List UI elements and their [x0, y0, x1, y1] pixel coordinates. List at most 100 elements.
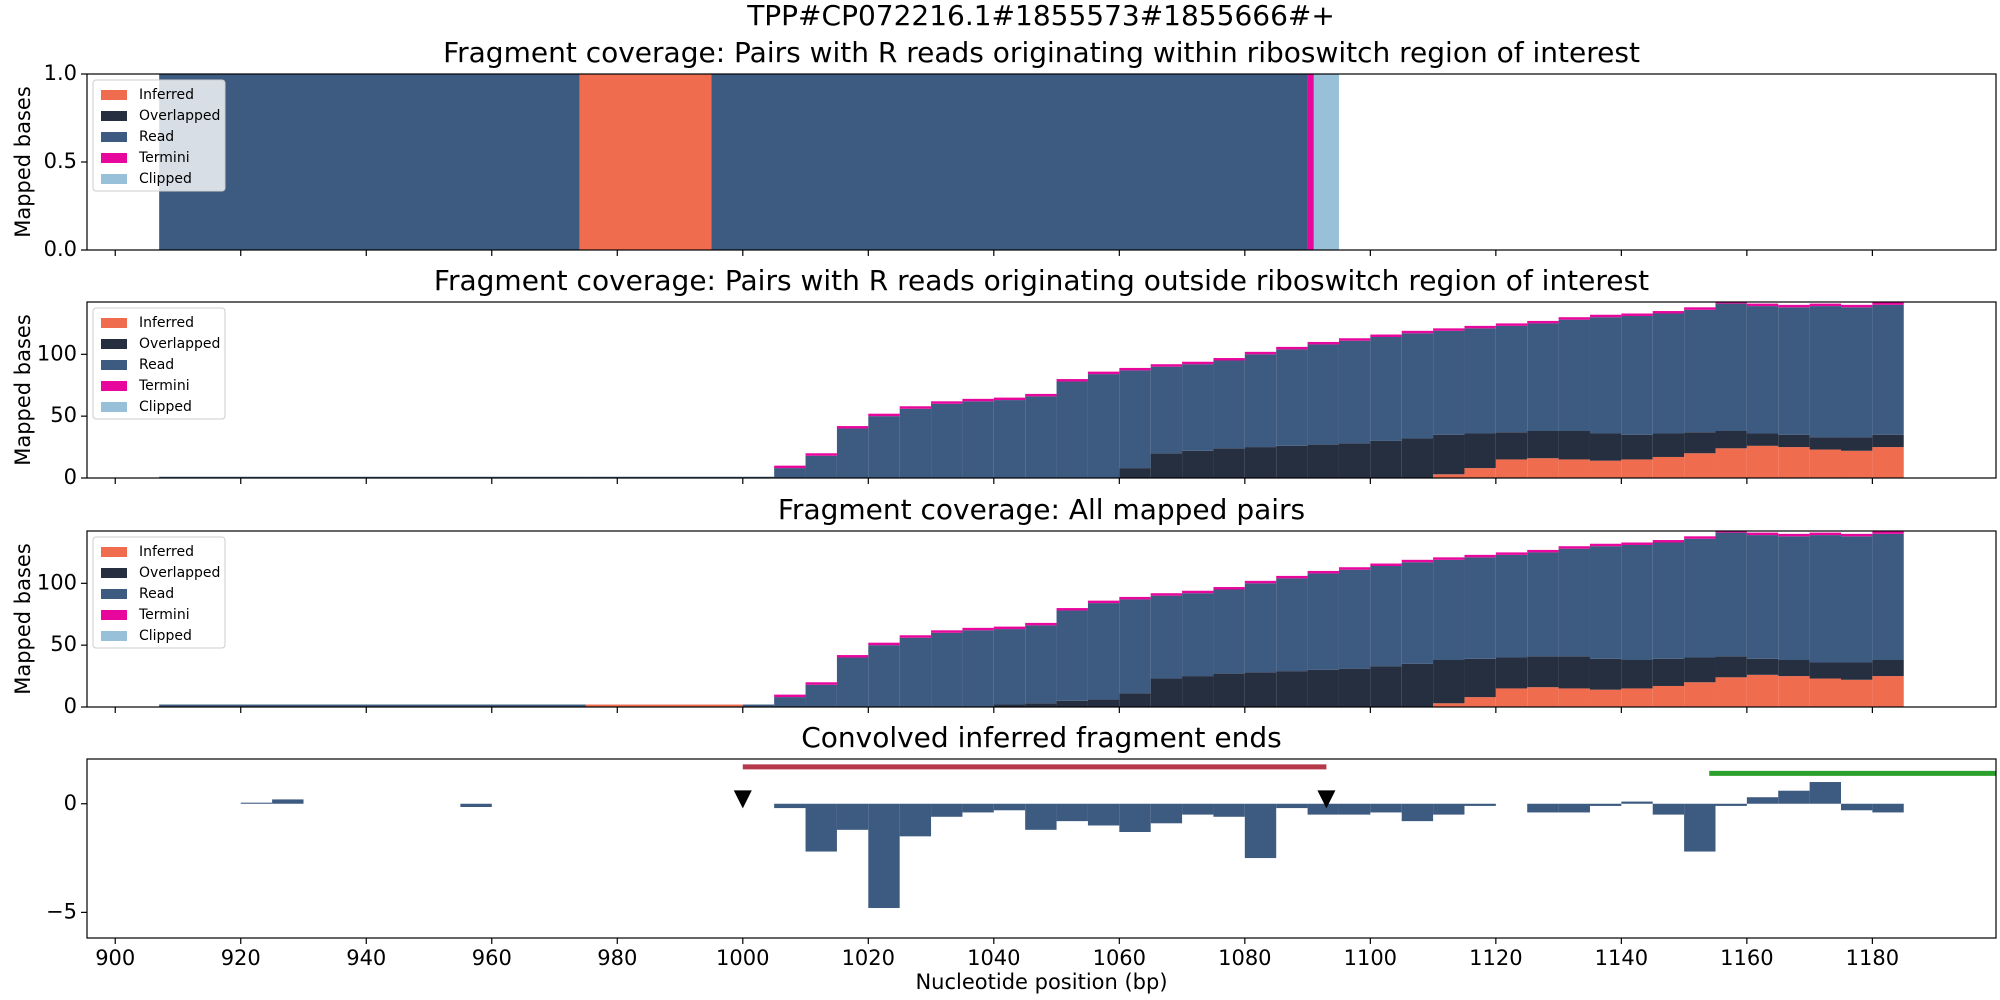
bar: [774, 803, 806, 809]
bar: [1150, 366, 1183, 454]
bar: [1213, 360, 1245, 449]
bar: [1558, 317, 1590, 320]
bar: [1778, 536, 1810, 661]
y-tick-label: 100: [37, 570, 77, 594]
bar: [1715, 448, 1747, 478]
bar: [1025, 622, 1057, 626]
legend-box: [92, 307, 226, 420]
y-axis-label: Mapped bases: [11, 543, 35, 695]
bar: [1809, 782, 1841, 804]
bar: [1495, 459, 1528, 478]
bar: [1589, 314, 1622, 318]
bar: [836, 803, 869, 830]
y-tick-label: 0: [64, 465, 77, 489]
bar: [774, 465, 806, 469]
bar: [1119, 370, 1151, 469]
x-tick-label: 1060: [1093, 946, 1146, 970]
bar: [1276, 445, 1308, 478]
bar: [1495, 554, 1528, 658]
bar: [931, 630, 963, 633]
bar: [1589, 543, 1622, 547]
bar: [1872, 676, 1904, 707]
bar: [1119, 803, 1151, 832]
bar: [1809, 678, 1841, 707]
bar: [1840, 662, 1873, 680]
bar: [1778, 307, 1810, 435]
bar: [1370, 337, 1402, 441]
bar: [1746, 306, 1779, 434]
bar: [1840, 304, 1873, 308]
bar: [1213, 587, 1245, 590]
legend-box: [92, 536, 226, 649]
bar: [962, 630, 994, 707]
bar: [1840, 437, 1873, 451]
bar: [1684, 432, 1716, 454]
triangle-marker: [1317, 790, 1336, 809]
bar: [805, 682, 837, 685]
bar: [272, 799, 304, 804]
bar: [585, 476, 743, 478]
bar: [1809, 303, 1841, 307]
bar: [1433, 803, 1465, 815]
bar: [1338, 668, 1371, 707]
bar: [1307, 669, 1339, 707]
y-tick-label: 50: [50, 632, 77, 656]
bar: [1433, 474, 1465, 478]
bar: [1182, 450, 1214, 478]
bar: [1276, 349, 1308, 446]
x-tick-label: 1000: [716, 946, 769, 970]
bar: [868, 413, 900, 417]
bar: [1746, 674, 1779, 707]
bar: [1778, 533, 1810, 537]
bar: [1025, 803, 1057, 830]
bar: [1589, 546, 1622, 659]
bar: [460, 803, 492, 808]
bar: [899, 637, 932, 707]
bar: [1244, 803, 1277, 859]
bar: [962, 398, 994, 402]
bar: [962, 401, 994, 478]
bar: [962, 627, 994, 631]
bar: [1244, 351, 1277, 355]
legend-swatch: [101, 174, 127, 184]
bar: [899, 408, 932, 478]
bar: [1370, 440, 1402, 478]
legend-swatch: [101, 111, 127, 121]
bar: [1025, 393, 1057, 397]
bar: [742, 476, 775, 478]
triangle-marker: [733, 790, 752, 809]
bar: [1809, 449, 1841, 478]
bar: [1338, 340, 1371, 444]
bar: [1715, 803, 1747, 806]
bar: [1025, 625, 1057, 704]
bar: [1495, 432, 1528, 460]
bar: [805, 684, 837, 707]
bar: [1558, 688, 1590, 707]
bar: [1150, 453, 1183, 478]
legend-swatch: [101, 589, 127, 599]
bar: [1401, 663, 1434, 707]
x-tick-label: 980: [597, 946, 637, 970]
bar: [1778, 790, 1810, 804]
bar: [993, 629, 1026, 705]
bar: [1621, 315, 1653, 435]
legend-label: Inferred: [139, 315, 194, 331]
bar: [1213, 448, 1245, 478]
bar: [1495, 325, 1528, 433]
bar: [1087, 374, 1120, 478]
bar: [1182, 364, 1214, 451]
legend-label: Clipped: [139, 399, 192, 415]
bar: [1370, 803, 1402, 813]
bar: [1621, 544, 1653, 661]
bar: [1652, 540, 1685, 543]
bar: [1056, 700, 1088, 707]
x-tick-label: 1020: [842, 946, 895, 970]
bar: [1182, 590, 1214, 594]
bar: [774, 694, 806, 698]
panel-title: Convolved inferred fragment ends: [801, 721, 1282, 754]
bar: [1150, 593, 1183, 596]
panel-title: Fragment coverage: Pairs with R reads or…: [443, 36, 1640, 69]
bar: [1150, 803, 1183, 824]
x-tick-label: 1100: [1344, 946, 1397, 970]
bar: [1715, 656, 1747, 678]
